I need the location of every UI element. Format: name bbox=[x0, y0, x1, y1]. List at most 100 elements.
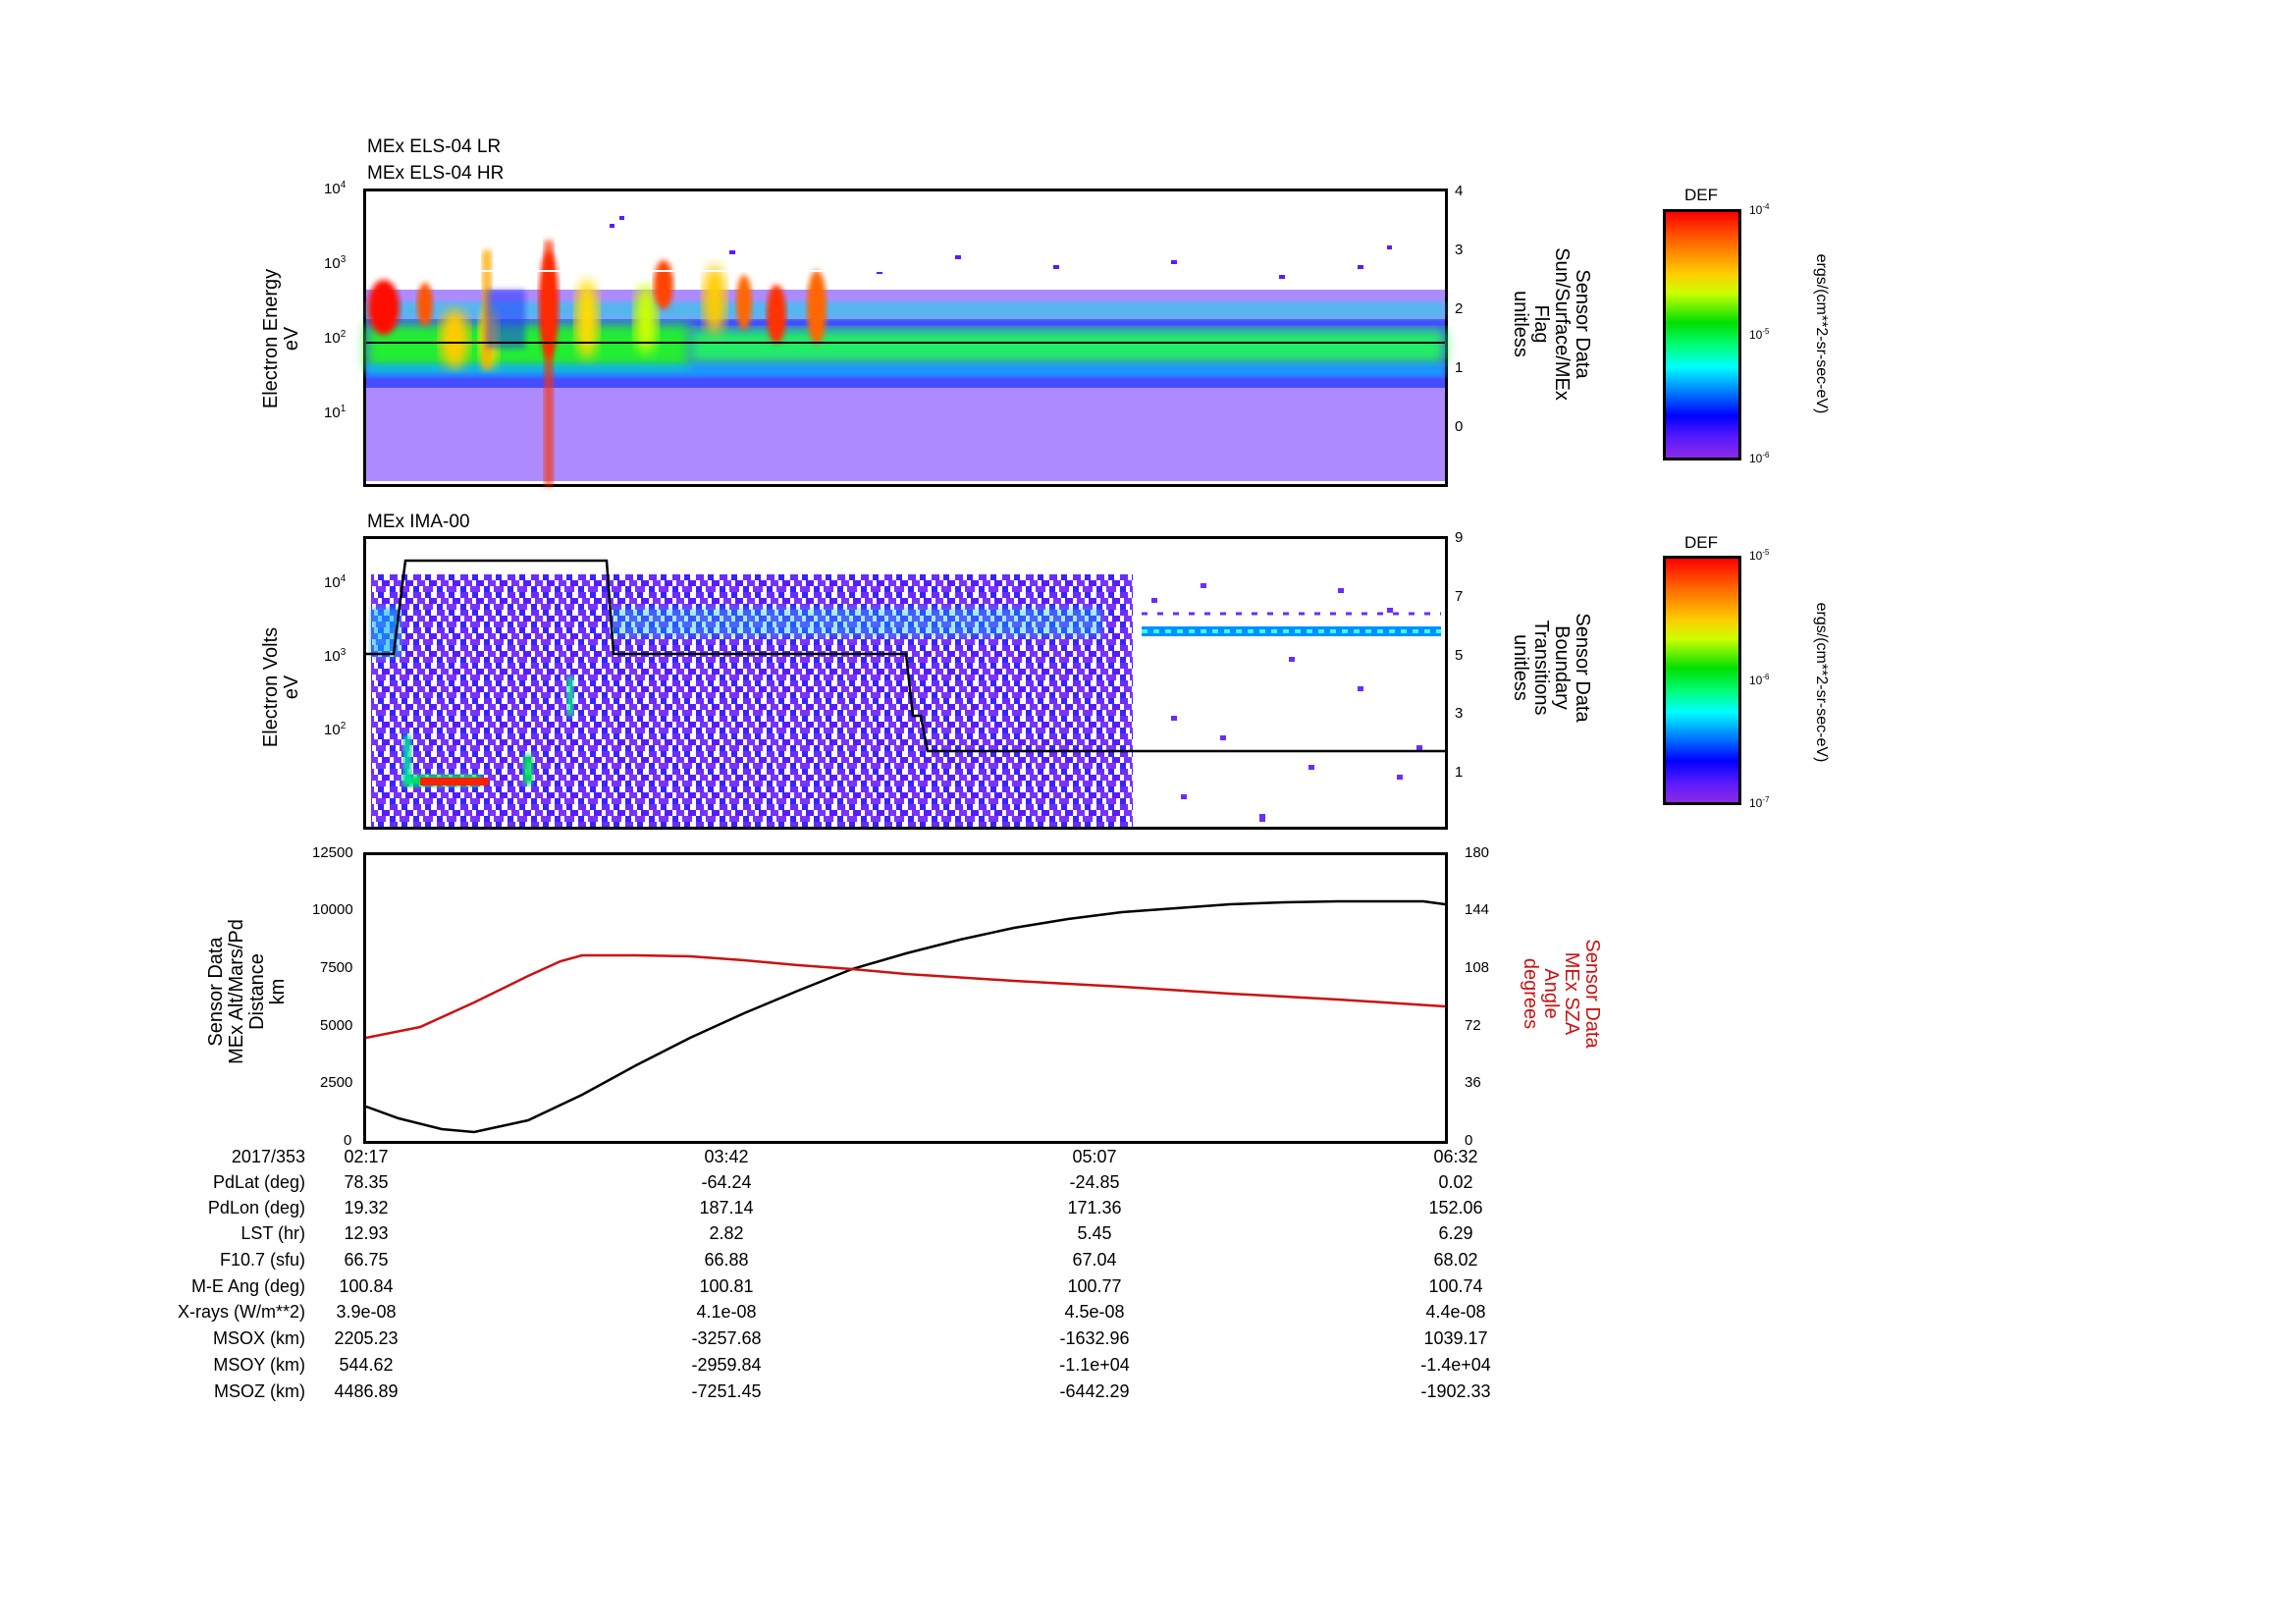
middle-panel-title: MEx IMA-00 bbox=[367, 512, 470, 532]
ephemeris-label: LST (hr) bbox=[240, 1223, 305, 1243]
boundary-transitions-line bbox=[366, 559, 1445, 753]
ephemeris-value: 2205.23 bbox=[334, 1328, 399, 1348]
ephemeris-table: 2017/353 02:17 03:42 05:07 06:32 PdLat (… bbox=[0, 1147, 2296, 1422]
ephemeris-value: -64.24 bbox=[701, 1172, 752, 1192]
top-panel-title-2: MEx ELS-04 HR bbox=[367, 163, 505, 184]
ephemeris-row: M-E Ang (deg) 100.84 100.81 100.77 100.7… bbox=[0, 1276, 2296, 1302]
top-colorbar-unit: ergs/(cm**2-sr-sec-eV) bbox=[1813, 253, 1830, 414]
ephemeris-value: 3.9e-08 bbox=[336, 1302, 397, 1322]
ephemeris-value: 67.04 bbox=[1072, 1250, 1117, 1270]
ephemeris-value: -1902.33 bbox=[1420, 1381, 1491, 1401]
top-colorbar-min: 10-6 bbox=[1749, 451, 1770, 465]
bottom-left-tick-4: 2500 bbox=[320, 1074, 353, 1091]
ephemeris-label: X-rays (W/m**2) bbox=[178, 1302, 305, 1322]
ephemeris-value: 12.93 bbox=[344, 1223, 389, 1243]
bottom-left-tick-3: 5000 bbox=[320, 1017, 353, 1034]
ephemeris-value: 4.1e-08 bbox=[696, 1302, 757, 1322]
ephemeris-row: F10.7 (sfu) 66.75 66.88 67.04 68.02 bbox=[0, 1250, 2296, 1275]
ephemeris-row: X-rays (W/m**2) 3.9e-08 4.1e-08 4.5e-08 … bbox=[0, 1302, 2296, 1327]
bottom-left-tick-0: 12500 bbox=[312, 844, 353, 861]
ephemeris-row: PdLat (deg) 78.35 -64.24 -24.85 0.02 bbox=[0, 1172, 2296, 1198]
ephemeris-label: F10.7 (sfu) bbox=[219, 1250, 305, 1270]
ephemeris-value: 100.77 bbox=[1067, 1276, 1122, 1296]
altitude-line bbox=[365, 899, 1446, 1134]
ephemeris-value: 6.29 bbox=[1438, 1223, 1473, 1243]
ephemeris-value: -1632.96 bbox=[1059, 1328, 1130, 1348]
top-left-tick-1: 103 bbox=[324, 254, 347, 272]
ephemeris-row: LST (hr) 12.93 2.82 5.45 6.29 bbox=[0, 1223, 2296, 1249]
ephemeris-row: MSOY (km) 544.62 -2959.84 -1.1e+04 -1.4e… bbox=[0, 1355, 2296, 1380]
ephemeris-value: 0.02 bbox=[1438, 1172, 1473, 1192]
bottom-right-tick-1: 144 bbox=[1465, 901, 1490, 918]
bottom-right-tick-3: 72 bbox=[1465, 1017, 1481, 1034]
top-right-tick-3: 1 bbox=[1455, 359, 1464, 376]
els-spectrogram-panel bbox=[363, 189, 1448, 487]
middle-colorbar-unit: ergs/(cm**2-sr-sec-eV) bbox=[1813, 602, 1830, 763]
ephemeris-value: 100.84 bbox=[339, 1276, 394, 1296]
ephemeris-label: M-E Ang (deg) bbox=[190, 1276, 305, 1296]
top-left-axis-label: Electron Energy eV bbox=[260, 268, 302, 409]
ephemeris-value: -1.4e+04 bbox=[1420, 1355, 1491, 1375]
sza-line bbox=[365, 953, 1446, 1040]
bottom-left-axis-label: Sensor Data MEx Alt/Mars/Pd Distance km bbox=[205, 919, 289, 1064]
ephemeris-value: 05:07 bbox=[1072, 1147, 1117, 1166]
ephemeris-value: -24.85 bbox=[1069, 1172, 1120, 1192]
middle-right-axis-label: Sensor Data Boundary Transitions unitles… bbox=[1510, 613, 1593, 723]
ephemeris-value: 66.88 bbox=[704, 1250, 749, 1270]
bottom-right-tick-2: 108 bbox=[1465, 959, 1490, 976]
ephemeris-value: 152.06 bbox=[1428, 1198, 1483, 1217]
middle-left-tick-2: 102 bbox=[324, 721, 347, 738]
ephemeris-value: 4.4e-08 bbox=[1425, 1302, 1486, 1322]
top-right-tick-2: 2 bbox=[1455, 300, 1464, 317]
top-colorbar bbox=[1663, 209, 1741, 460]
middle-colorbar-min: 10-7 bbox=[1749, 795, 1770, 810]
top-right-axis-label: Sensor Data Sun/Surface/MEx Flag unitles… bbox=[1510, 247, 1593, 401]
middle-colorbar bbox=[1663, 556, 1741, 805]
ephemeris-value: 100.81 bbox=[699, 1276, 754, 1296]
top-left-tick-0: 104 bbox=[324, 180, 347, 197]
ephemeris-row: MSOZ (km) 4486.89 -7251.45 -6442.29 -190… bbox=[0, 1381, 2296, 1407]
middle-right-tick-1: 7 bbox=[1455, 588, 1464, 605]
ephemeris-row: MSOX (km) 2205.23 -3257.68 -1632.96 1039… bbox=[0, 1328, 2296, 1354]
ephemeris-value: -1.1e+04 bbox=[1059, 1355, 1130, 1375]
ima-spectrogram-panel bbox=[363, 536, 1448, 830]
ephemeris-value: 171.36 bbox=[1067, 1198, 1122, 1217]
ephemeris-value: 4.5e-08 bbox=[1064, 1302, 1125, 1322]
middle-left-tick-1: 103 bbox=[324, 647, 347, 665]
middle-right-tick-4: 1 bbox=[1455, 764, 1464, 781]
ephemeris-value: -3257.68 bbox=[691, 1328, 762, 1348]
ephemeris-label: 2017/353 bbox=[231, 1147, 305, 1166]
ephemeris-label: MSOY (km) bbox=[213, 1355, 305, 1375]
ephemeris-value: 4486.89 bbox=[334, 1381, 399, 1401]
ephemeris-value: 78.35 bbox=[344, 1172, 389, 1192]
ephemeris-value: 544.62 bbox=[339, 1355, 394, 1375]
middle-left-tick-0: 104 bbox=[324, 573, 347, 591]
ephemeris-label: MSOX (km) bbox=[213, 1328, 305, 1348]
ephemeris-value: 66.75 bbox=[344, 1250, 389, 1270]
ephemeris-row: PdLon (deg) 19.32 187.14 171.36 152.06 bbox=[0, 1198, 2296, 1223]
top-colorbar-title: DEF bbox=[1684, 186, 1718, 204]
middle-colorbar-title: DEF bbox=[1684, 533, 1718, 552]
ephemeris-value: 03:42 bbox=[704, 1147, 749, 1166]
ephemeris-value: -7251.45 bbox=[691, 1381, 762, 1401]
top-colorbar-max: 10-4 bbox=[1749, 202, 1770, 217]
bottom-right-tick-0: 180 bbox=[1465, 844, 1490, 861]
ephemeris-label: PdLat (deg) bbox=[212, 1172, 305, 1192]
ephemeris-row: 2017/353 02:17 03:42 05:07 06:32 bbox=[0, 1147, 2296, 1172]
top-right-tick-4: 0 bbox=[1455, 418, 1464, 435]
bottom-left-tick-2: 7500 bbox=[320, 959, 353, 976]
middle-colorbar-max: 10-5 bbox=[1749, 548, 1770, 563]
top-right-tick-0: 4 bbox=[1455, 183, 1464, 199]
bottom-left-tick-1: 10000 bbox=[312, 901, 353, 918]
middle-right-tick-0: 9 bbox=[1455, 529, 1464, 546]
bottom-left-tick-5: 0 bbox=[344, 1132, 352, 1149]
top-left-tick-2: 102 bbox=[324, 329, 347, 347]
ephemeris-value: 187.14 bbox=[699, 1198, 754, 1217]
ephemeris-value: 68.02 bbox=[1433, 1250, 1478, 1270]
els-spectrogram bbox=[366, 216, 1445, 486]
ephemeris-value: 19.32 bbox=[344, 1198, 389, 1217]
middle-left-axis-label: Electron Volts eV bbox=[260, 626, 302, 748]
middle-right-tick-2: 5 bbox=[1455, 647, 1464, 664]
ephemeris-value: 06:32 bbox=[1433, 1147, 1478, 1166]
ephemeris-value: 100.74 bbox=[1428, 1276, 1483, 1296]
